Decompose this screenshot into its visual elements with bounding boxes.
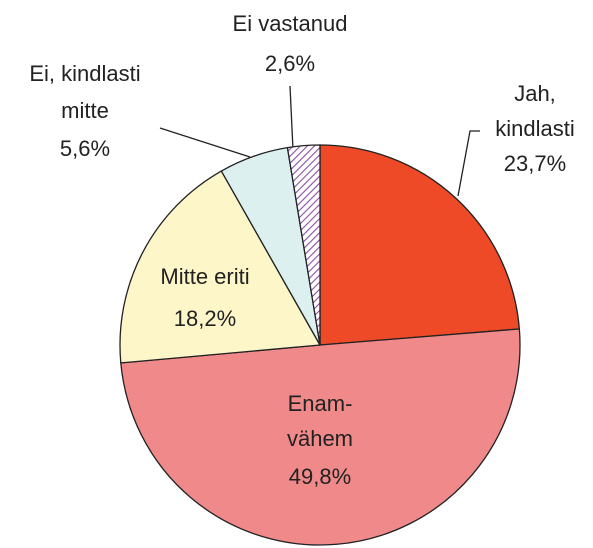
pie-slice (319, 144, 521, 346)
pie-slice (286, 144, 321, 346)
slice-label: Jah, kindlasti (495, 81, 574, 141)
slice-label: Ei vastanud (233, 11, 348, 36)
value-label: 2,6% (265, 51, 315, 76)
pie-slice (120, 328, 521, 546)
leader-line (289, 85, 294, 151)
value-label: 23,7% (504, 151, 566, 176)
slice-label: Enam-vähem (287, 391, 353, 451)
slice-label: Mitte eriti (160, 264, 249, 289)
value-label: 49,8% (289, 464, 351, 489)
slice-label: Ei, kindlasti mitte (29, 61, 140, 123)
value-label: 5,6% (60, 136, 110, 161)
leader-line (159, 127, 251, 158)
pie-slice (119, 170, 322, 364)
leader-line (457, 130, 480, 197)
value-label: 18,2% (174, 306, 236, 331)
